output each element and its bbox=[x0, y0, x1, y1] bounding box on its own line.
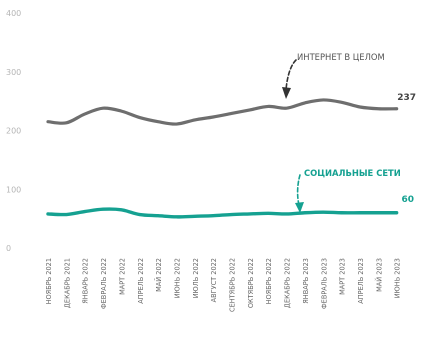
x-tick-label: НОЯБРЬ 2021 bbox=[44, 258, 53, 304]
y-tick-label: 100 bbox=[6, 185, 21, 194]
x-tick-label: МАРТ 2022 bbox=[117, 258, 126, 295]
x-tick-label: ФЕВРАЛЬ 2023 bbox=[319, 258, 328, 309]
arrowhead-social-icon bbox=[295, 202, 304, 213]
series-line-social bbox=[46, 207, 399, 219]
x-tick-label: ДЕКАБРЬ 2022 bbox=[283, 258, 292, 308]
x-tick-label: ИЮНЬ 2022 bbox=[172, 258, 181, 298]
x-tick-label: ИЮНЬ 2023 bbox=[393, 258, 402, 298]
x-tick-label: МАЙ 2023 bbox=[374, 258, 383, 292]
x-tick-label: СЕНТЯБРЬ 2022 bbox=[228, 258, 237, 312]
end-value-internet: 237 bbox=[397, 93, 416, 103]
x-tick-label: ОКТЯБРЬ 2022 bbox=[246, 258, 255, 308]
x-tick-label: АВГУСТ 2022 bbox=[209, 258, 218, 302]
x-tick-label: МАЙ 2022 bbox=[154, 258, 163, 292]
series-lines bbox=[46, 98, 399, 219]
series-line-internet bbox=[46, 98, 399, 126]
y-tick-label: 300 bbox=[6, 68, 21, 77]
arrow-social-icon bbox=[296, 174, 301, 206]
x-tick-label: ЯНВАРЬ 2022 bbox=[81, 258, 90, 304]
x-tick-label: ЯНВАРЬ 2023 bbox=[301, 258, 310, 304]
x-tick-label: АПРЕЛЬ 2023 bbox=[356, 258, 365, 304]
arrowhead-internet-icon bbox=[282, 87, 291, 99]
y-tick-label: 200 bbox=[6, 127, 21, 136]
x-tick-label: ДЕКАБРЬ 2021 bbox=[62, 258, 71, 308]
y-tick-label: 400 bbox=[6, 9, 21, 18]
x-axis-ticks: НОЯБРЬ 2021 ДЕКАБРЬ 2021 ЯНВАРЬ 2022 ФЕВРАЛ… bbox=[44, 258, 402, 312]
y-axis-ticks: 0 100 200 300 400 bbox=[6, 9, 21, 253]
y-tick-label: 0 bbox=[6, 244, 11, 253]
end-value-social: 60 bbox=[401, 195, 414, 205]
series-label-social: СОЦИАЛЬНЫЕ СЕТИ bbox=[304, 168, 401, 178]
x-tick-label: ФЕВРАЛЬ 2022 bbox=[99, 258, 108, 309]
x-tick-label: АПРЕЛЬ 2022 bbox=[136, 258, 145, 304]
x-tick-label: МАРТ 2023 bbox=[338, 258, 347, 295]
x-tick-label: ИЮЛЬ 2022 bbox=[191, 258, 200, 298]
arrow-internet-icon bbox=[285, 59, 297, 91]
x-tick-label: НОЯБРЬ 2022 bbox=[264, 258, 273, 304]
annotations: ИНТЕРНЕТ В ЦЕЛОМ СОЦИАЛЬНЫЕ СЕТИ 237 60 bbox=[282, 52, 416, 213]
series-label-internet: ИНТЕРНЕТ В ЦЕЛОМ bbox=[297, 52, 385, 62]
